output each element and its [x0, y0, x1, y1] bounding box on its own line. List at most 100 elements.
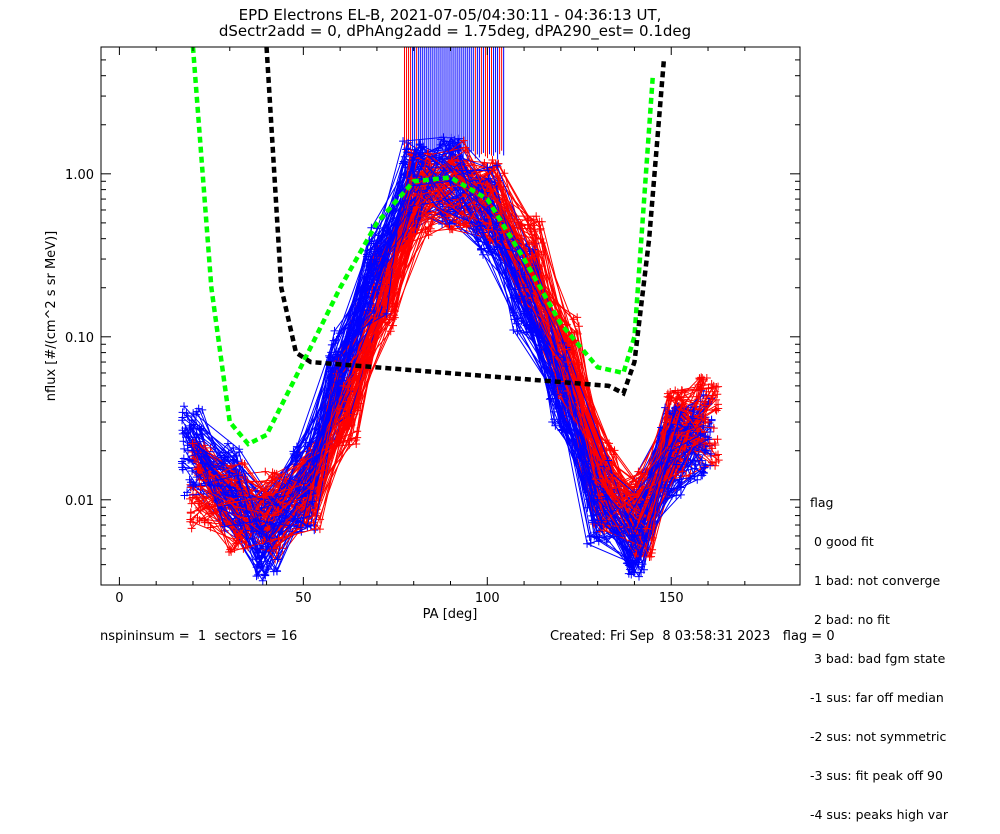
blue-series-marker [589, 518, 598, 527]
blue-series-marker [252, 516, 261, 525]
green-fit-curve [190, 47, 656, 447]
legend-item: -2 sus: not symmetric [810, 729, 947, 744]
blue-series-marker [178, 465, 187, 474]
red-series-marker [647, 549, 656, 558]
chart-canvas: EPD Electrons EL-B, 2021-07-05/04:30:11 … [44, 6, 801, 622]
red-series-marker [311, 524, 320, 533]
blue-series-marker [345, 331, 354, 340]
red-series-marker [707, 380, 716, 389]
blue-series-marker [595, 533, 604, 542]
blue-series-marker [415, 140, 424, 149]
red-series-median-marker [269, 511, 278, 520]
blue-series-marker [437, 135, 446, 144]
x-tick-label: 100 [475, 591, 500, 606]
blue-series-marker [634, 572, 643, 581]
blue-series-marker [545, 395, 554, 404]
blue-series-marker [363, 250, 372, 259]
blue-series-marker [634, 562, 643, 571]
blue-series-marker [185, 423, 194, 432]
red-series-marker [711, 441, 720, 450]
x-tick-label: 150 [659, 591, 684, 606]
blue-series-marker [362, 306, 371, 315]
blue-series-median-marker [696, 430, 705, 439]
blue-series-marker [367, 237, 376, 246]
blue-series-marker [229, 455, 238, 464]
red-series-median-marker [417, 190, 426, 199]
red-series-marker [704, 384, 713, 393]
red-series-marker [491, 159, 500, 168]
blue-series-marker [629, 525, 638, 534]
legend-item: -4 sus: peaks high var [810, 807, 949, 822]
red-series-marker [380, 315, 389, 324]
red-series-marker [187, 524, 196, 533]
red-series-marker [388, 315, 397, 324]
blue-series-marker [444, 149, 453, 158]
blue-series-marker [509, 308, 518, 317]
blue-series-marker [231, 465, 240, 474]
blue-series-marker [260, 551, 269, 560]
blue-series-median-marker [483, 205, 492, 214]
legend-heading: flag [810, 495, 834, 510]
red-series-marker [423, 215, 432, 224]
y-tick-label: 0.01 [65, 494, 94, 509]
blue-series-median-marker [593, 495, 602, 504]
red-series-marker [444, 222, 453, 231]
blue-series-marker [703, 433, 712, 442]
blue-series-marker [624, 559, 633, 568]
blue-series-marker [583, 539, 592, 548]
blue-series-marker [482, 240, 491, 249]
red-series-marker [230, 544, 239, 553]
red-series-marker [574, 322, 583, 331]
red-series-marker [407, 174, 416, 183]
blue-series-marker [327, 378, 336, 387]
red-series-marker [713, 450, 722, 459]
blue-series-marker [216, 451, 225, 460]
blue-series-marker [364, 266, 373, 275]
blue-series-marker [522, 327, 531, 336]
blue-series-marker [234, 447, 243, 456]
red-series-median-marker [343, 397, 352, 406]
red-series-marker [484, 225, 493, 234]
red-series-marker [206, 443, 215, 452]
blue-series-marker [509, 325, 518, 334]
blue-series-marker [526, 317, 535, 326]
blue-series-marker [660, 483, 669, 492]
blue-series-marker [637, 531, 646, 540]
blue-series-marker [180, 402, 189, 411]
blue-series-marker [178, 429, 187, 438]
blue-series-marker [180, 491, 189, 500]
red-series-marker [339, 381, 348, 390]
red-series-marker [340, 425, 349, 434]
y-axis-label: nflux [#/(cm^2 s sr MeV)] [44, 231, 59, 401]
blue-series-marker [550, 415, 559, 424]
blue-series-marker [220, 522, 229, 531]
blue-series-marker [673, 420, 682, 429]
red-series-marker [569, 315, 578, 324]
legend-item: 2 bad: no fit [810, 612, 890, 627]
legend-item: -3 sus: fit peak off 90 [810, 768, 943, 783]
blue-series-marker [188, 482, 197, 491]
blue-series-marker [445, 220, 454, 229]
flag-legend: flag 0 good fit 1 bad: not converge 2 ba… [810, 470, 948, 834]
blue-series-marker [221, 491, 230, 500]
blue-series-marker [450, 135, 459, 144]
blue-series-marker [690, 456, 699, 465]
red-series-marker [695, 374, 704, 383]
blue-series-marker [435, 152, 444, 161]
chart-title-line2: dSectr2add = 0, dPhAng2add = 1.75deg, dP… [219, 22, 691, 41]
red-series-marker [296, 459, 305, 468]
blue-series-marker [185, 455, 194, 464]
blue-series-marker [402, 148, 411, 157]
red-series-marker [630, 490, 639, 499]
x-axis-label: PA [deg] [423, 607, 478, 622]
blue-series-marker [305, 438, 314, 447]
red-series-median-marker [196, 482, 205, 491]
red-series-marker [708, 458, 717, 467]
blue-series-marker [399, 137, 408, 146]
red-series-marker [274, 534, 283, 543]
blue-series-marker [671, 403, 680, 412]
blue-series-marker [623, 513, 632, 522]
blue-series-marker [177, 457, 186, 466]
blue-series-marker [182, 409, 191, 418]
red-series-marker [239, 513, 248, 522]
